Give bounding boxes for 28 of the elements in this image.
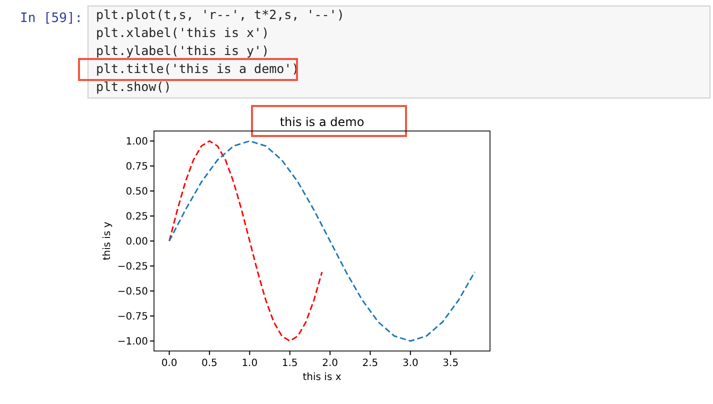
y-tick-label: −0.75 [117, 312, 148, 322]
y-axis-title: this is y [102, 222, 113, 260]
y-tick-label: 0.75 [126, 162, 148, 172]
x-tick-label: 3.5 [442, 358, 459, 369]
x-axis-title: this is x [302, 372, 342, 383]
text: plt.xlabel('this is x') [96, 25, 270, 40]
y-tick-label: −0.25 [117, 262, 148, 272]
line-series [168, 140, 323, 342]
x-tick-label: 2.0 [322, 358, 338, 369]
y-tick-label: −0.50 [117, 286, 148, 298]
x-tick-label: 3.0 [402, 358, 418, 369]
x-tick-label: 1.0 [242, 358, 258, 369]
chart-title: this is a demo [280, 115, 364, 129]
text: In [59]: [20, 11, 83, 26]
y-tick-label: 0.50 [126, 186, 148, 198]
x-tick-label: 0.5 [202, 358, 218, 369]
y-tick-label: 0.00 [126, 236, 148, 248]
x-tick-label: 2.5 [362, 358, 378, 369]
y-tick-label: −1.00 [117, 336, 148, 348]
line-series [168, 140, 476, 342]
text: plt.title('this is a demo') [96, 61, 300, 76]
text: plt.plot(t,s, 'r--', t*2,s, '--') [96, 7, 344, 22]
text: plt.ylabel('this is y') [96, 43, 270, 58]
y-tick-label: 1.00 [126, 136, 148, 148]
x-tick-label: 1.5 [282, 358, 298, 369]
text: plt.show() [96, 79, 172, 94]
y-tick-label: 0.25 [126, 212, 148, 222]
x-tick-label: 0.0 [161, 358, 178, 369]
